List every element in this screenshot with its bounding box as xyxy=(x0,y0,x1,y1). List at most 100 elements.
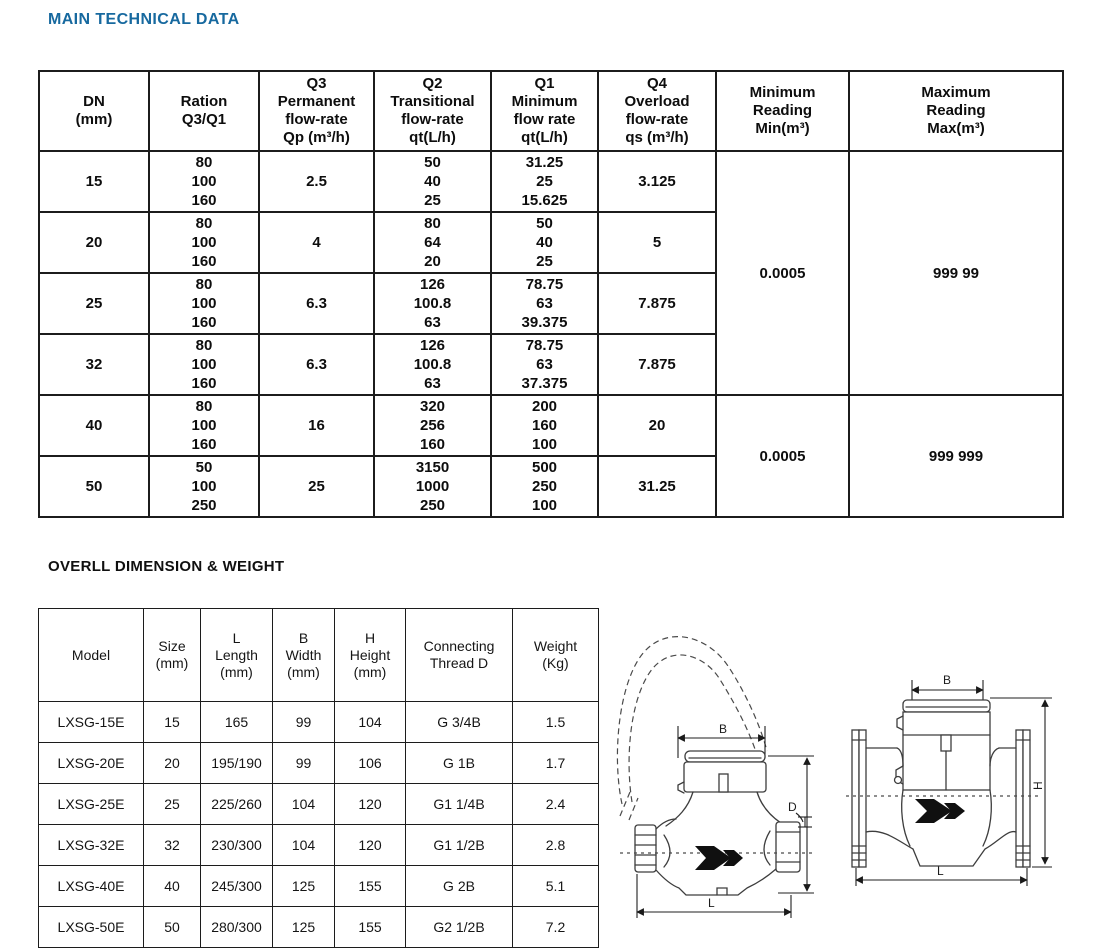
table-cell-model: LXSG-50E xyxy=(38,906,144,948)
table-cell: 3.125 xyxy=(597,150,717,213)
table-cell: 125 xyxy=(272,906,335,948)
table-cell: 50 100 250 xyxy=(148,455,260,518)
table-row: 50 50 100 250 25 3150 1000 250 500 250 1… xyxy=(38,455,1063,518)
table-row: 15 80 100 160 2.5 50 40 25 31.25 25 15.6… xyxy=(38,150,1064,396)
table-cell: 80 100 160 xyxy=(148,333,260,396)
section-title-technical-data: MAIN TECHNICAL DATA xyxy=(48,11,240,28)
dim-label-d-left: D xyxy=(788,800,797,814)
column-header: Maximum Reading Max(m³) xyxy=(848,70,1064,152)
table-row: 32 80 100 160 6.3 126 100.8 63 78.75 63 … xyxy=(38,333,1063,396)
table-cell-model: LXSG-25E xyxy=(38,783,144,825)
dim-label-h-right: H xyxy=(1031,781,1045,790)
table-cell-model: LXSG-20E xyxy=(38,742,144,784)
column-header: Ration Q3/Q1 xyxy=(148,70,260,152)
table-cell: 50 xyxy=(38,455,150,518)
table-cell: 80 64 20 xyxy=(373,211,492,274)
meter-drawing-threaded: B xyxy=(616,636,814,918)
column-header: Q4 Overload flow-rate qs (m³/h) xyxy=(597,70,717,152)
table-cell-min-reading: 0.0005 xyxy=(715,150,850,396)
table-cell: 25 xyxy=(258,455,375,518)
table-cell: 3150 1000 250 xyxy=(373,455,492,518)
table-cell: 99 xyxy=(272,701,335,743)
table-cell: 32 xyxy=(38,333,150,396)
table-row: LXSG-15E 15 165 99 104 G 3/4B 1.5 xyxy=(38,701,599,743)
table-cell: 25 xyxy=(143,783,201,825)
table-cell: 7.2 xyxy=(512,906,599,948)
table-cell: 20 xyxy=(143,742,201,784)
table-cell: 78.75 63 39.375 xyxy=(490,272,599,335)
table-cell: 5 xyxy=(597,211,717,274)
column-header: Minimum Reading Min(m³) xyxy=(715,70,850,152)
table-row: LXSG-50E 50 280/300 125 155 G2 1/2B 7.2 xyxy=(38,906,599,948)
table-cell: G1 1/2B xyxy=(405,824,513,866)
table-row: 40 80 100 160 16 320 256 160 200 160 100… xyxy=(38,394,1064,518)
section-title-dimension-weight: OVERLL DIMENSION & WEIGHT xyxy=(48,558,285,575)
table-cell: 2.5 xyxy=(258,150,375,213)
table-cell: 125 xyxy=(272,865,335,907)
table-cell: 1.7 xyxy=(512,742,599,784)
column-header: DN (mm) xyxy=(38,70,150,152)
column-header: Q1 Minimum flow rate qt(L/h) xyxy=(490,70,599,152)
table-cell: 32 xyxy=(143,824,201,866)
column-header: Q2 Transitional flow-rate qt(L/h) xyxy=(373,70,492,152)
meter-drawing-flanged: B xyxy=(846,673,1052,886)
table-cell: 4 xyxy=(258,211,375,274)
table-cell: G 1B xyxy=(405,742,513,784)
table-cell-model: LXSG-15E xyxy=(38,701,144,743)
dim-label-l-right: L xyxy=(937,864,944,878)
table-header-row: Model Size (mm) L Length (mm) B Width (m… xyxy=(38,608,599,702)
table-cell: G1 1/4B xyxy=(405,783,513,825)
table-cell: 80 100 160 xyxy=(148,150,260,213)
table-cell: 7.875 xyxy=(597,272,717,335)
table-row: LXSG-40E 40 245/300 125 155 G 2B 5.1 xyxy=(38,865,599,907)
table-cell: 104 xyxy=(272,783,335,825)
table-cell: 165 xyxy=(200,701,273,743)
table-cell: 40 xyxy=(143,865,201,907)
table-cell: 50 40 25 xyxy=(490,211,599,274)
column-header: Model xyxy=(38,608,144,702)
table-cell: 7.875 xyxy=(597,333,717,396)
technical-data-table: DN (mm) Ration Q3/Q1 Q3 Permanent flow-r… xyxy=(38,70,1064,518)
table-cell: 2.8 xyxy=(512,824,599,866)
column-header: H Height (mm) xyxy=(334,608,406,702)
table-cell: 104 xyxy=(334,701,406,743)
table-cell-max-reading: 999 999 xyxy=(848,394,1064,518)
table-cell: 155 xyxy=(334,865,406,907)
table-cell: 31.25 25 15.625 xyxy=(490,150,599,213)
column-header: Weight (Kg) xyxy=(512,608,599,702)
table-cell-max-reading: 999 99 xyxy=(848,150,1064,396)
table-cell: 78.75 63 37.375 xyxy=(490,333,599,396)
table-cell: 225/260 xyxy=(200,783,273,825)
table-cell: 31.25 xyxy=(597,455,717,518)
table-cell: 20 xyxy=(38,211,150,274)
table-cell: 230/300 xyxy=(200,824,273,866)
table-cell-model: LXSG-32E xyxy=(38,824,144,866)
table-cell: 104 xyxy=(272,824,335,866)
column-header: L Length (mm) xyxy=(200,608,273,702)
column-header: Size (mm) xyxy=(143,608,201,702)
dim-label-b-left: B xyxy=(719,722,727,736)
table-row: LXSG-32E 32 230/300 104 120 G1 1/2B 2.8 xyxy=(38,824,599,866)
table-cell: 500 250 100 xyxy=(490,455,599,518)
table-cell: 80 100 160 xyxy=(148,272,260,335)
table-cell: 126 100.8 63 xyxy=(373,272,492,335)
dim-label-l-left: L xyxy=(708,896,715,910)
table-row: LXSG-20E 20 195/190 99 106 G 1B 1.7 xyxy=(38,742,599,784)
column-header: Q3 Permanent flow-rate Qp (m³/h) xyxy=(258,70,375,152)
table-cell: 2.4 xyxy=(512,783,599,825)
table-cell: 1.5 xyxy=(512,701,599,743)
table-cell: 200 160 100 xyxy=(490,394,599,457)
table-cell: 80 100 160 xyxy=(148,211,260,274)
table-cell: 6.3 xyxy=(258,272,375,335)
table-cell: 120 xyxy=(334,783,406,825)
table-cell: 25 xyxy=(38,272,150,335)
table-cell: 80 100 160 xyxy=(148,394,260,457)
table-cell: 50 xyxy=(143,906,201,948)
column-header: B Width (mm) xyxy=(272,608,335,702)
table-row: 20 80 100 160 4 80 64 20 50 40 25 5 xyxy=(38,211,1063,274)
table-cell-model: LXSG-40E xyxy=(38,865,144,907)
table-cell: 195/190 xyxy=(200,742,273,784)
table-cell: 20 xyxy=(597,394,717,457)
table-cell: 16 xyxy=(258,394,375,457)
column-header: Connecting Thread D xyxy=(405,608,513,702)
